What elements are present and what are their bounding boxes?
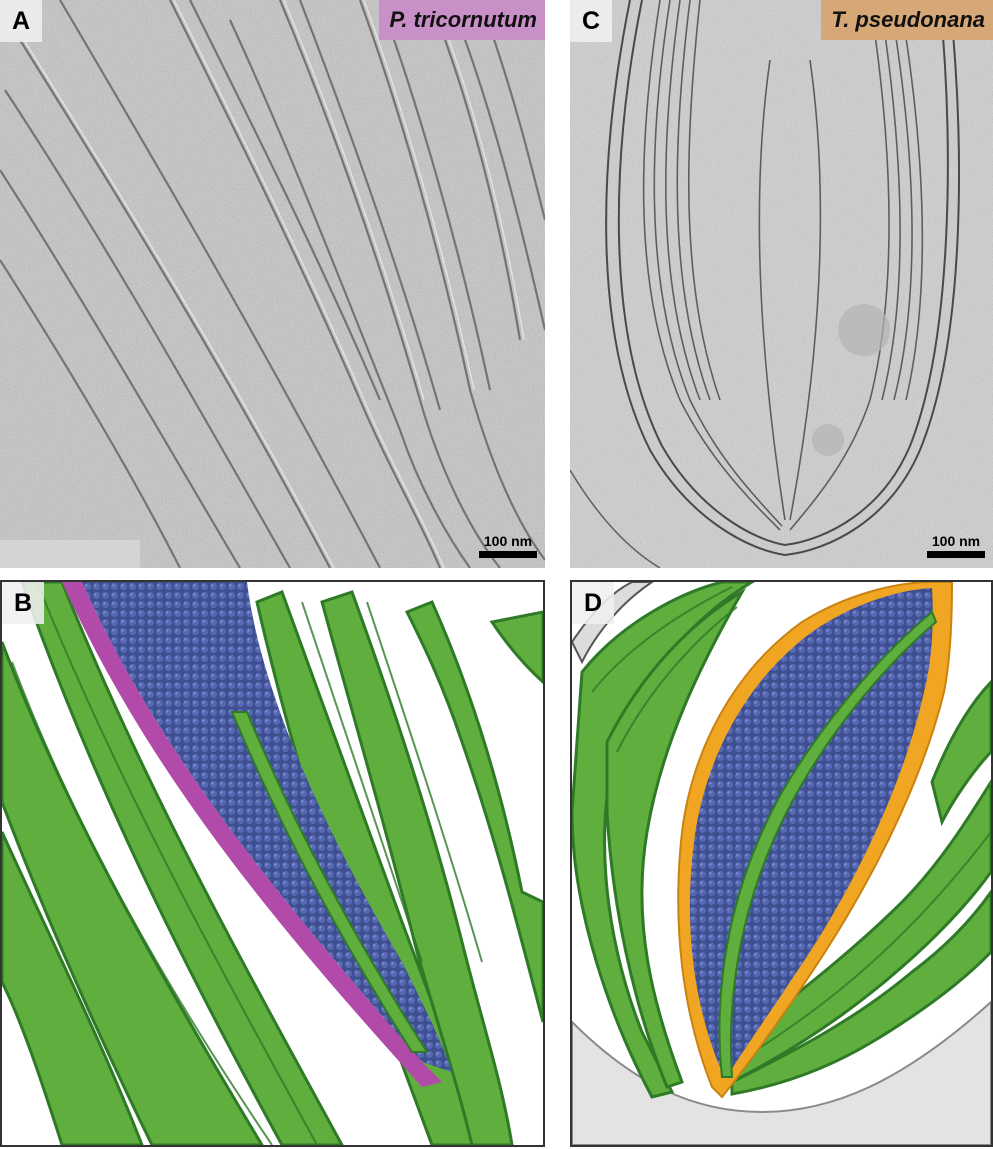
scale-bar-a: 100 nm [479,533,537,558]
scale-bar-label-a: 100 nm [483,533,533,549]
tomogram-image-c [570,0,993,568]
panel-b-segmentation: B [0,580,545,1147]
species-label-t-pseudonana: T. pseudonana [821,0,993,40]
panel-label-c: C [570,0,612,42]
panel-label-a: A [0,0,42,42]
scale-bar-label-c: 100 nm [931,533,981,549]
segmentation-render-d [572,582,991,1145]
panel-d-segmentation: D [570,580,993,1147]
panel-c-tomogram: C T. pseudonana 100 nm [570,0,993,568]
segmentation-render-b [2,582,543,1145]
scale-bar-line-a [479,551,537,558]
scale-bar-c: 100 nm [927,533,985,558]
species-label-p-tricornutum: P. tricornutum [379,0,545,40]
tomogram-image-a [0,0,545,568]
panel-label-d: D [572,582,614,624]
panel-a-tomogram: A P. tricornutum 100 nm [0,0,545,568]
scale-bar-line-c [927,551,985,558]
panel-label-b: B [2,582,44,624]
